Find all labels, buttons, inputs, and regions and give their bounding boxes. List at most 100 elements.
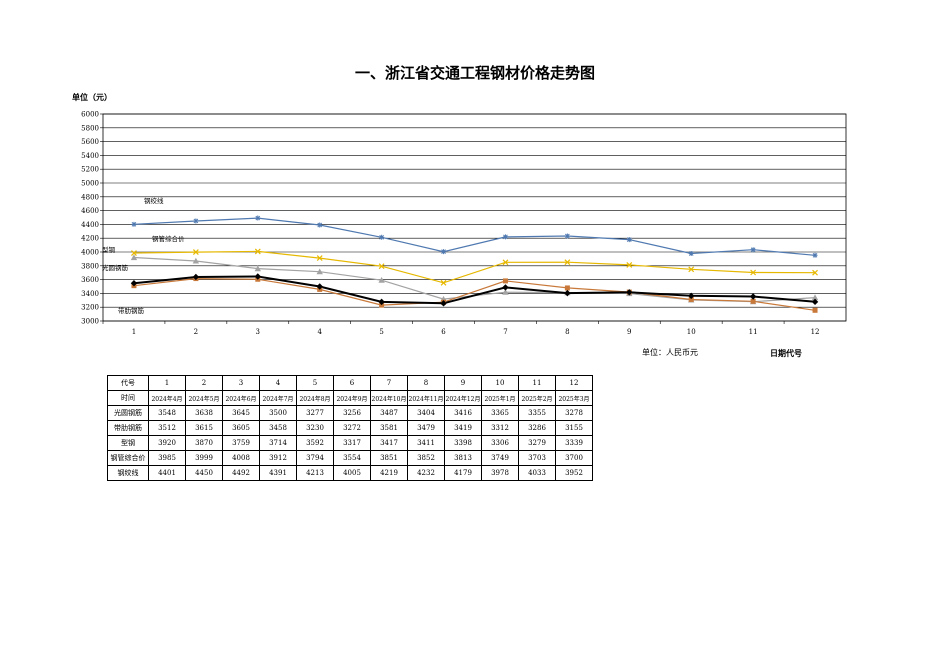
data-point [316,283,323,290]
date-cell: 2024年7月 [259,390,297,406]
table-row: 钢绞线 4401 4450 4492 4391 4213 4005 4219 4… [107,465,593,481]
value-cell: 3417 [370,435,408,451]
code-header-cell: 代号 [107,375,149,391]
row-label-cell: 带肋钢筋 [107,420,149,436]
data-point [131,221,137,227]
table-row: 带肋钢筋 3512 3615 3605 3458 3230 3272 3581 … [107,420,593,436]
plot-frame [102,113,847,322]
y-tick-label: 5200 [81,166,99,174]
value-cell: 3419 [444,420,482,436]
data-point [812,307,818,313]
value-cell: 3155 [555,420,593,436]
value-cell: 3605 [222,420,260,436]
series-lines [133,217,816,311]
date-cell: 2024年5月 [185,390,223,406]
code-cell: 9 [444,375,482,391]
data-point [378,298,385,306]
date-cell: 2024年11月 [407,390,445,406]
value-cell: 3398 [444,435,482,451]
value-cell: 4179 [444,465,482,481]
data-point [131,250,137,256]
value-cell: 3458 [259,420,297,436]
data-point [316,255,323,261]
value-cell: 3339 [555,435,593,451]
x-tick-label: 12 [811,328,820,336]
data-point [378,263,385,270]
date-cell: 2024年9月 [333,390,371,406]
value-cell: 3714 [259,435,297,451]
data-point [440,300,447,307]
table-row-dates: 时间 2024年4月 2024年5月 2024年6月 2024年7月 2024年… [107,390,593,406]
code-cell: 12 [555,375,593,391]
y-tick-label: 3400 [81,290,99,298]
series-label: 型钢 [102,245,116,254]
value-cell: 3479 [407,420,445,436]
data-point [254,265,261,272]
value-cell: 3703 [518,450,556,466]
value-cell: 3286 [518,420,556,436]
x-tick-label: 4 [317,328,322,336]
data-point [379,302,385,308]
code-cell: 6 [333,375,371,391]
data-point [750,247,756,253]
date-cell: 2024年10月 [370,390,408,406]
currency-unit-label: 单位：人民币元 [642,348,698,357]
data-point [749,293,757,300]
x-tick-label: 10 [687,328,696,336]
data-point [750,298,756,304]
price-data-table: 代号 1 2 3 4 5 6 7 8 9 10 11 12 时间 2024年4月… [107,375,593,481]
value-cell: 4219 [370,465,408,481]
value-cell: 4401 [148,465,186,481]
table-row: 光圆钢筋 3548 3638 3645 3500 3277 3256 3487 … [107,405,593,421]
date-cell: 2024年6月 [222,390,260,406]
value-cell: 3277 [296,405,334,421]
y-tick-label: 5800 [81,124,99,132]
value-cell: 3548 [148,405,186,421]
table-row-codes: 代号 1 2 3 4 5 6 7 8 9 10 11 12 [107,375,593,391]
value-cell: 3615 [185,420,223,436]
value-cell: 4008 [222,450,260,466]
y-tick-label: 4200 [81,235,99,243]
y-tick-label: 4800 [81,193,99,201]
value-cell: 3851 [370,450,408,466]
row-label-cell: 钢管综合价 [107,450,149,466]
y-tick-label: 5400 [81,152,99,160]
y-tick-label: 3000 [81,318,99,326]
x-tick-label: 7 [503,328,507,336]
value-cell: 4033 [518,465,556,481]
y-tick-label: 6000 [81,111,99,119]
y-tick-label: 4000 [81,249,99,257]
data-point [440,279,447,286]
data-point [564,289,571,297]
value-cell: 3306 [481,435,519,451]
series-line [133,275,816,305]
data-point [688,251,694,257]
y-tick-label: 4600 [81,207,99,215]
value-cell: 3985 [148,450,186,466]
data-point [317,222,323,228]
x-tick-label: 9 [627,328,631,336]
row-label-cell: 光圆钢筋 [107,405,149,421]
series-line [133,217,816,256]
row-label-cell: 型钢 [107,435,149,451]
value-cell: 3978 [481,465,519,481]
x-tick-label: 1 [132,328,136,336]
value-cell: 3749 [481,450,519,466]
data-point [130,279,138,287]
time-header-cell: 时间 [107,390,149,406]
value-cell: 3404 [407,405,445,421]
value-cell: 3355 [518,405,556,421]
data-point [626,289,633,296]
x-tick-label: 11 [749,328,758,336]
data-point [811,298,819,306]
data-point [688,292,695,300]
value-cell: 4492 [222,465,260,481]
x-tick-label: 5 [379,328,383,336]
data-point [688,266,695,273]
code-cell: 1 [148,375,186,391]
series-label: 钢绞线 [144,196,164,205]
value-cell: 3365 [481,405,519,421]
value-cell: 3230 [296,420,334,436]
data-point [193,218,199,224]
data-point [316,268,323,275]
